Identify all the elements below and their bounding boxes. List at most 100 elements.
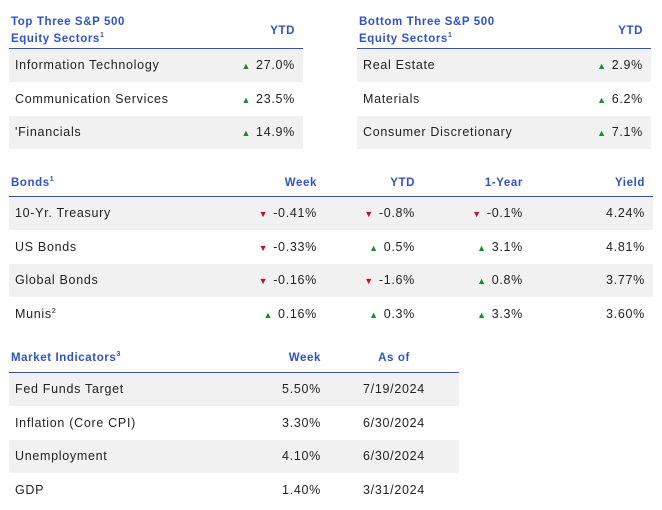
change-cell: ▲ 0.16% [221,297,333,331]
triangle-up-icon: ▲ [369,242,379,253]
change-value: 3.3% [491,306,523,321]
table-row: Real Estate ▲ 2.9% [357,48,651,82]
change-value: 7.1% [611,125,643,140]
row-label: Communication Services [9,82,233,116]
top-sectors-col-ytd: YTD [233,14,303,49]
bottom-sectors-table: Bottom Three S&P 500 Equity Sectors1 YTD… [357,14,651,149]
row-label-text: Information Technology [15,58,160,73]
row-label-text: Consumer Discretionary [363,125,513,140]
market-indicators-table: Market Indicators3 Week As of Fed Funds … [9,344,459,507]
row-label-text: 10-Yr. Treasury [15,206,111,221]
change-value: 3.1% [491,239,523,254]
table-row: Munis2 ▲ 0.16% ▲ 0.3% ▲ 3.3% 3.60% [9,297,653,331]
change-value: 6.2% [611,91,643,106]
change-value: 0.16% [278,306,317,321]
row-label: Inflation (Core CPI) [9,406,229,440]
market-col-asof: As of [329,344,459,373]
row-label-text: Real Estate [363,58,436,73]
row-label-text: Inflation (Core CPI) [15,415,136,430]
change-value: 14.9% [256,125,295,140]
bonds-col-week: Week [221,170,333,197]
triangle-down-icon: ▼ [258,276,269,287]
change-cell: ▲ 2.9% [581,48,651,82]
row-label-text: Unemployment [15,449,108,464]
market-title: Market Indicators3 [9,344,229,373]
change-cell: ▼ -0.16% [221,263,333,297]
change-cell: ▲ 14.9% [233,115,303,149]
yield-value: 4.24% [549,196,653,230]
bottom-sectors-col-ytd: YTD [581,14,651,49]
triangle-up-icon: ▲ [241,94,252,105]
row-label-text: Global Bonds [15,273,99,288]
row-label-text: Fed Funds Target [15,382,124,397]
row-label-text: GDP [15,482,45,497]
change-cell: ▲ 3.1% [445,230,549,264]
table-row: Inflation (Core CPI) 3.30% 6/30/2024 [9,406,459,440]
triangle-up-icon: ▲ [369,309,379,320]
change-value: -0.16% [273,273,317,288]
row-label: GDP [9,473,229,507]
triangle-up-icon: ▲ [477,309,487,320]
row-label: Materials [357,82,581,116]
row-label: Fed Funds Target [9,372,229,406]
row-label-prefix: ' [15,125,19,140]
row-label: Consumer Discretionary [357,115,581,149]
triangle-up-icon: ▲ [597,94,607,105]
bonds-title: Bonds1 [9,170,221,197]
row-label: Global Bonds [9,263,221,297]
row-label-text: Communication Services [15,91,169,106]
triangle-up-icon: ▲ [263,309,274,320]
yield-value: 4.81% [606,239,645,254]
row-label-text: Financials [18,125,82,140]
top-sectors-table: Top Three S&P 500 Equity Sectors1 YTD In… [9,14,303,149]
top-sectors-title: Top Three S&P 500 Equity Sectors1 [9,14,233,49]
triangle-up-icon: ▲ [241,61,252,72]
triangle-up-icon: ▲ [477,242,487,253]
bonds-col-yield: Yield [549,170,653,197]
change-value: -1.6% [378,273,415,288]
table-row: Communication Services ▲ 23.5% [9,82,303,116]
bonds-table: Bonds1 Week YTD 1-Year Yield 10-Yr. Trea… [9,170,653,331]
row-label: 'Financials [9,115,233,149]
row-label-text: Munis [15,306,52,321]
table-row: US Bonds ▼ -0.33% ▲ 0.5% ▲ 3.1% 4.81% [9,230,653,264]
change-cell: ▲ 3.3% [445,297,549,331]
yield-value: 3.77% [549,263,653,297]
change-cell: ▼ -0.8% [333,196,445,230]
row-label-text: US Bonds [15,239,77,254]
as-of-date: 6/30/2024 [329,439,459,473]
change-value: -0.33% [273,239,317,254]
triangle-down-icon: ▼ [258,209,269,220]
change-value: -0.41% [273,206,317,221]
table-row: Fed Funds Target 5.50% 7/19/2024 [9,372,459,406]
as-of-date: 6/30/2024 [363,415,425,430]
change-cell: ▲ 7.1% [581,115,651,149]
table-row: Unemployment 4.10% 6/30/2024 [9,439,459,473]
table-row: 10-Yr. Treasury ▼ -0.41% ▼ -0.8% ▼ -0.1% 4.24% [9,196,653,230]
as-of-date: 7/19/2024 [329,372,459,406]
triangle-down-icon: ▼ [258,242,269,253]
triangle-up-icon: ▲ [241,128,252,139]
table-row: Information Technology ▲ 27.0% [9,48,303,82]
change-value: 2.9% [611,58,643,73]
indicator-value: 5.50% [229,372,329,406]
change-value: -0.1% [486,206,523,221]
yield-value: 3.60% [606,306,645,321]
row-label: Real Estate [357,48,581,82]
change-cell: ▲ 23.5% [233,82,303,116]
indicator-value: 3.30% [282,415,321,430]
change-cell: ▼ -1.6% [333,263,445,297]
change-cell: ▼ -0.41% [221,196,333,230]
triangle-down-icon: ▼ [364,276,374,287]
row-label: Munis2 [9,297,221,331]
triangle-down-icon: ▼ [472,209,482,220]
bottom-sectors-title: Bottom Three S&P 500 Equity Sectors1 [357,14,581,49]
row-label: US Bonds [9,230,221,264]
change-value: 0.5% [383,239,415,254]
change-value: -0.8% [378,206,415,221]
bonds-col-year: 1-Year [445,170,549,197]
change-cell: ▲ 27.0% [233,48,303,82]
as-of-date: 3/31/2024 [363,482,425,497]
change-cell: ▲ 0.8% [445,263,549,297]
bonds-col-ytd: YTD [333,170,445,197]
